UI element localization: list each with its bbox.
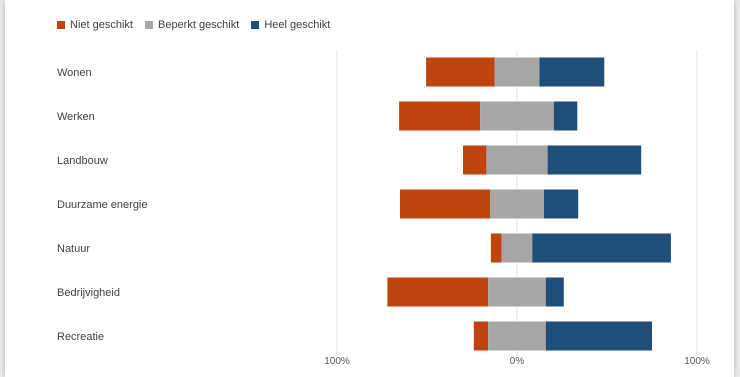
bar-segment bbox=[473, 321, 489, 351]
legend-label: Beperkt geschikt bbox=[157, 19, 240, 31]
category-label: Wonen bbox=[57, 67, 92, 79]
bar-segment bbox=[494, 57, 540, 87]
bar-segment bbox=[399, 101, 481, 131]
legend-swatch bbox=[144, 21, 153, 29]
bar-segment bbox=[400, 189, 490, 219]
bar-segment bbox=[490, 233, 502, 263]
bar-segment bbox=[532, 233, 671, 263]
bar-segment bbox=[488, 321, 546, 351]
bar-segment bbox=[547, 145, 642, 175]
legend-item-heel-geschikt: Heel geschikt bbox=[251, 19, 330, 31]
category-label: Recreatie bbox=[57, 331, 104, 343]
x-tick-label: 0% bbox=[510, 356, 525, 367]
bar-segment bbox=[486, 145, 548, 175]
bar-segment bbox=[490, 189, 544, 219]
bar-segment bbox=[480, 101, 554, 131]
legend-label: Niet geschikt bbox=[70, 19, 133, 31]
category-label: Bedrijvigheid bbox=[57, 287, 120, 299]
legend-swatch bbox=[251, 21, 260, 29]
chart-card: Niet geschikt Beperkt geschikt Heel gesc… bbox=[5, 0, 734, 377]
bar-segment bbox=[539, 57, 605, 87]
bar-segment bbox=[544, 189, 579, 219]
category-label: Natuur bbox=[57, 243, 90, 255]
legend-label: Heel geschikt bbox=[264, 19, 331, 31]
category-label: Werken bbox=[57, 111, 95, 123]
x-tick-label: 100% bbox=[324, 356, 350, 367]
legend-item-beperkt-geschikt: Beperkt geschikt bbox=[144, 19, 240, 31]
bar-segment bbox=[463, 145, 487, 175]
bar-segment bbox=[545, 321, 652, 351]
bar-segment bbox=[488, 277, 546, 307]
legend: Niet geschikt Beperkt geschikt Heel gesc… bbox=[57, 17, 330, 33]
bar-segment bbox=[501, 233, 533, 263]
x-tick-label: 100% bbox=[684, 356, 710, 367]
legend-swatch bbox=[57, 21, 65, 29]
bar-segment bbox=[545, 277, 564, 307]
bar-segment bbox=[387, 277, 489, 307]
category-label: Landbouw bbox=[57, 155, 108, 167]
category-label: Duurzame energie bbox=[57, 199, 148, 211]
bar-segment bbox=[553, 101, 578, 131]
bar-segment bbox=[426, 57, 495, 87]
legend-item-niet-geschikt: Niet geschikt bbox=[57, 19, 133, 31]
